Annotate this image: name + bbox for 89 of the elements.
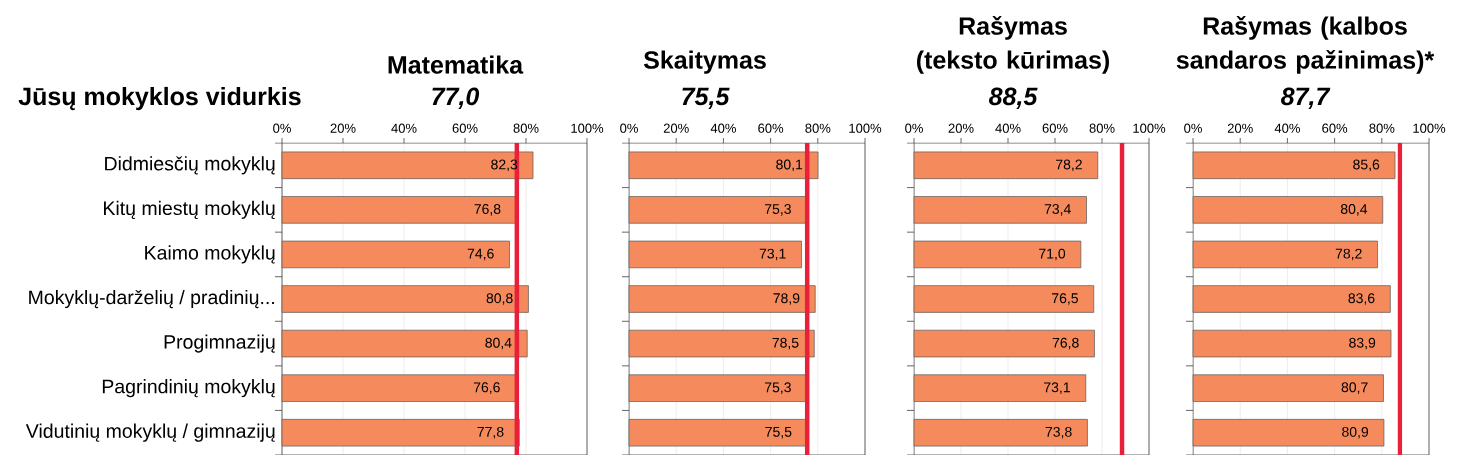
bar xyxy=(628,240,802,269)
x-tick-label: 80% xyxy=(805,123,831,133)
data-label: 71,0 xyxy=(1039,248,1066,261)
x-tick-label: 20% xyxy=(663,123,689,133)
data-label: 83,9 xyxy=(1349,337,1376,350)
y-tick-label: Vidutinių mokyklų / gimnazijų xyxy=(25,423,275,442)
data-label: 82,3 xyxy=(491,159,518,172)
x-tick-label: 100% xyxy=(571,123,604,133)
bar xyxy=(628,419,808,447)
bar xyxy=(913,329,1095,358)
data-label: 80,9 xyxy=(1342,426,1369,439)
bar xyxy=(913,419,1088,447)
bar xyxy=(913,151,1099,180)
bar xyxy=(628,374,808,402)
bar xyxy=(1192,196,1384,224)
x-tick-label: 60% xyxy=(758,123,784,133)
bar xyxy=(628,151,819,180)
data-label: 80,7 xyxy=(1341,382,1368,394)
x-tick-label: 60% xyxy=(1042,123,1068,133)
x-tick-label: 0% xyxy=(1184,123,1202,133)
text: Jūsų mokyklos vidurkis xyxy=(18,86,301,111)
data-label: 75,3 xyxy=(764,382,791,394)
x-tick-label: 80% xyxy=(513,123,539,133)
chart-subtitle: 75,5 xyxy=(682,87,730,109)
data-label: 76,8 xyxy=(1052,337,1079,350)
data-label: 78,2 xyxy=(1335,248,1362,261)
y-tick-label: Kitų miestų mokyklų xyxy=(104,200,275,219)
x-tick-label: 100% xyxy=(849,123,882,133)
bar xyxy=(1192,151,1396,180)
x-tick-label: 0% xyxy=(905,123,923,133)
bar xyxy=(1192,329,1392,358)
x-tick-label: 20% xyxy=(948,123,974,133)
y-tick-label: Progimnazijų xyxy=(164,334,275,353)
y-tick-label: Mokyklų-darželių / pradinių... xyxy=(29,289,274,309)
x-tick-label: 20% xyxy=(1227,123,1253,133)
x-tick-label: 40% xyxy=(995,123,1021,133)
data-label: 85,6 xyxy=(1353,159,1380,172)
data-label: 73,1 xyxy=(759,248,786,261)
bar xyxy=(1192,240,1378,269)
data-label: 76,8 xyxy=(474,204,501,216)
bar xyxy=(1192,374,1384,402)
chart-title: Matematika xyxy=(388,55,524,74)
data-label: 75,3 xyxy=(764,204,791,216)
bar xyxy=(913,196,1087,224)
data-label: 83,6 xyxy=(1348,293,1375,305)
x-tick-label: 0% xyxy=(273,123,291,133)
data-label: 78,5 xyxy=(772,337,799,350)
bar xyxy=(1192,285,1391,313)
data-label: 73,1 xyxy=(1044,382,1070,394)
x-tick-label: 80% xyxy=(1089,123,1115,133)
chart-title: Rašymas (kalbos sandaros pažinimas)* xyxy=(1176,15,1435,74)
data-label: 76,5 xyxy=(1052,293,1078,305)
chart-subtitle: 77,0 xyxy=(432,87,480,109)
x-tick-label: 100% xyxy=(1133,123,1166,133)
x-tick-label: 60% xyxy=(1322,123,1348,133)
data-label: 73,4 xyxy=(1044,204,1071,216)
x-tick-label: 20% xyxy=(330,123,356,133)
data-label: 80,4 xyxy=(485,337,512,350)
data-label: 78,9 xyxy=(773,293,800,305)
data-label: 80,8 xyxy=(486,293,513,305)
data-label: 73,8 xyxy=(1045,426,1072,439)
bar xyxy=(913,374,1087,402)
x-tick-label: 80% xyxy=(1369,123,1395,133)
data-label: 80,4 xyxy=(1340,204,1368,216)
x-tick-label: 40% xyxy=(710,123,736,133)
bar xyxy=(628,196,808,224)
data-label: 76,6 xyxy=(473,382,500,394)
x-tick-label: 40% xyxy=(1274,123,1300,133)
x-tick-label: 100% xyxy=(1413,123,1446,133)
data-label: 77,8 xyxy=(477,426,504,439)
bar xyxy=(913,240,1082,269)
chart-subtitle: 88,5 xyxy=(989,87,1038,109)
bar xyxy=(1192,419,1385,447)
y-tick-label: Pagrindinių mokyklų xyxy=(102,379,275,398)
chart-title: Rašymas (teksto kūrimas) xyxy=(917,15,1109,74)
x-tick-label: 40% xyxy=(391,123,417,133)
data-label: 75,5 xyxy=(765,427,792,439)
bar xyxy=(913,285,1095,313)
data-label: 74,6 xyxy=(467,248,494,261)
x-tick-label: 0% xyxy=(620,123,638,133)
data-label: 80,1 xyxy=(776,159,803,172)
x-tick-label: 60% xyxy=(452,123,478,133)
y-tick-label: Didmiesčių mokyklų xyxy=(105,156,275,175)
bar xyxy=(628,285,816,313)
y-tick-label: Kaimo mokyklų xyxy=(145,245,275,264)
chart-title: Skaitymas xyxy=(643,50,766,74)
chart-subtitle: 87,7 xyxy=(1281,87,1331,109)
data-label: 78,2 xyxy=(1056,159,1082,172)
bar xyxy=(628,329,815,358)
